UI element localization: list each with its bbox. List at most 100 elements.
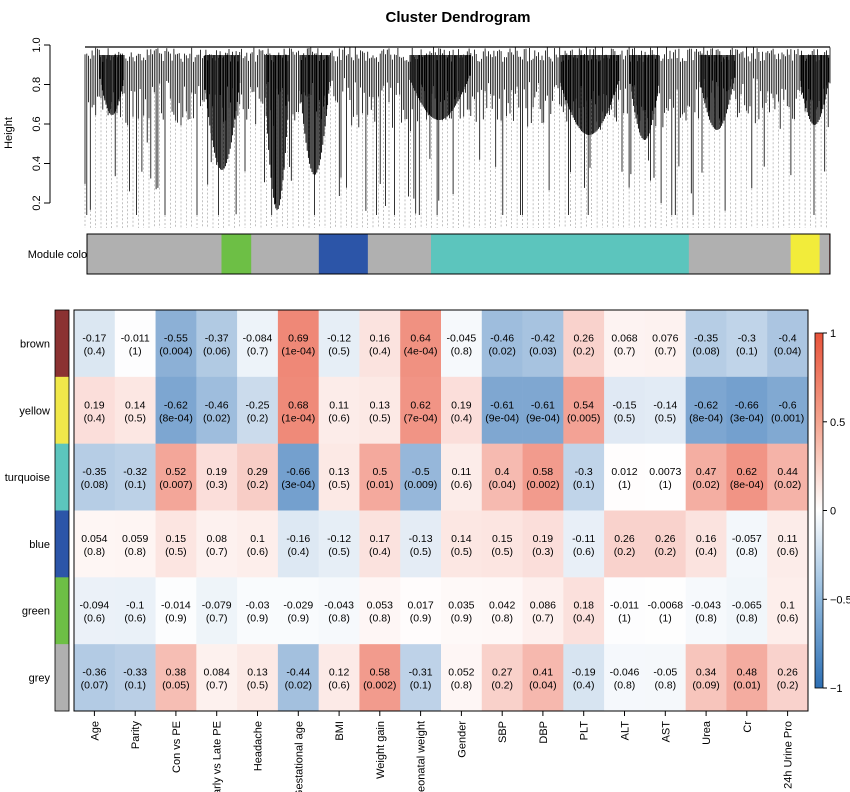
cell-pvalue: (0.9) — [288, 613, 310, 625]
row-color-swatch — [55, 443, 69, 511]
heatmap-cell — [726, 376, 768, 444]
cell-pvalue: (0.8) — [614, 680, 636, 692]
cell-pvalue: (0.005) — [567, 412, 600, 424]
heatmap-cell — [441, 577, 483, 645]
heatmap-cell — [155, 376, 197, 444]
column-label: Age — [89, 721, 101, 741]
cell-value: 0.1 — [250, 533, 265, 545]
cell-value: 0.15 — [492, 533, 513, 545]
cell-pvalue: (8e-04) — [159, 412, 193, 424]
cell-value: -0.084 — [243, 332, 273, 344]
heatmap-cell — [359, 644, 401, 712]
cell-pvalue: (0.02) — [203, 412, 230, 424]
cell-value: 0.053 — [367, 600, 393, 612]
cell-value: -0.25 — [246, 399, 270, 411]
heatmap-cell — [277, 310, 319, 378]
cell-pvalue: (0.5) — [165, 546, 187, 558]
row-label: grey — [29, 673, 51, 685]
y-tick-label: 0.4 — [31, 156, 43, 171]
heatmap-cell — [441, 310, 483, 378]
cell-pvalue: (0.1) — [124, 680, 146, 692]
cell-pvalue: (0.9) — [410, 613, 432, 625]
column-label: ALT — [620, 721, 632, 741]
cell-value: -0.32 — [123, 466, 147, 478]
cell-pvalue: (0.007) — [159, 479, 192, 491]
heatmap-cell — [277, 577, 319, 645]
cell-pvalue: (0.6) — [573, 546, 595, 558]
heatmap-cell — [196, 310, 238, 378]
cell-pvalue: (0.7) — [206, 680, 228, 692]
heatmap-cell — [155, 644, 197, 712]
module-bar-border — [86, 233, 831, 275]
cell-pvalue: (0.04) — [774, 345, 801, 357]
column-label: Gestational age — [293, 721, 305, 792]
heatmap-border — [73, 309, 809, 712]
cell-value: -0.12 — [327, 533, 351, 545]
cell-value: 0.12 — [329, 667, 350, 679]
cell-pvalue: (0.7) — [206, 546, 228, 558]
cell-value: -0.065 — [732, 600, 762, 612]
cell-pvalue: (0.5) — [369, 412, 391, 424]
cell-pvalue: (0.9) — [165, 613, 187, 625]
row-color-swatch — [55, 644, 69, 712]
row-label: brown — [20, 338, 50, 350]
cell-value: 0.27 — [492, 667, 513, 679]
cell-value: 0.11 — [452, 466, 472, 478]
heatmap-cell — [318, 577, 360, 645]
heatmap-cell — [644, 376, 686, 444]
cell-value: 0.54 — [573, 399, 594, 411]
heatmap-cell — [237, 577, 279, 645]
column-label: Cr — [742, 721, 754, 733]
cell-value: -0.61 — [531, 399, 555, 411]
cell-value: -0.15 — [613, 399, 637, 411]
cell-pvalue: (1) — [659, 479, 672, 491]
cell-pvalue: (1) — [659, 613, 672, 625]
cell-value: 0.4 — [495, 466, 510, 478]
heatmap-cell — [277, 376, 319, 444]
heatmap-cell — [237, 644, 279, 712]
heatmap-cell — [522, 644, 564, 712]
heatmap-cell — [114, 644, 156, 712]
cell-pvalue: (0.5) — [614, 412, 636, 424]
heatmap-cell — [155, 510, 197, 578]
cell-value: 0.068 — [611, 332, 637, 344]
cell-pvalue: (7e-04) — [404, 412, 438, 424]
row-label: yellow — [19, 405, 50, 417]
heatmap-cell — [563, 310, 605, 378]
cell-pvalue: (0.01) — [366, 479, 393, 491]
module-color-segment — [87, 234, 222, 274]
column-label: 24h Urine Pro — [783, 721, 795, 789]
heatmap-cell — [644, 443, 686, 511]
cell-pvalue: (0.03) — [529, 345, 556, 357]
cell-pvalue: (0.4) — [573, 613, 595, 625]
heatmap-cell — [196, 577, 238, 645]
heatmap-cell — [644, 310, 686, 378]
cell-value: -0.029 — [283, 600, 313, 612]
cell-value: 0.13 — [329, 466, 350, 478]
cell-pvalue: (0.1) — [736, 345, 758, 357]
column-label: AST — [660, 721, 672, 743]
module-color-segment — [251, 234, 320, 274]
heatmap-cell — [318, 376, 360, 444]
heatmap-cell — [196, 376, 238, 444]
cell-value: -0.33 — [123, 667, 147, 679]
heatmap-cell — [74, 376, 116, 444]
cell-pvalue: (0.02) — [774, 479, 801, 491]
cell-value: -0.094 — [80, 600, 110, 612]
heatmap-cell — [563, 376, 605, 444]
heatmap-cell — [318, 510, 360, 578]
column-label: SBP — [497, 721, 509, 743]
cell-pvalue: (0.04) — [529, 680, 556, 692]
heatmap-cell — [767, 644, 809, 712]
heatmap-cell — [563, 644, 605, 712]
heatmap-cell — [74, 644, 116, 712]
cell-pvalue: (0.7) — [206, 613, 228, 625]
heatmap-cell — [400, 510, 442, 578]
heatmap-cell — [522, 443, 564, 511]
row-label: green — [22, 606, 50, 618]
heatmap-cell — [726, 443, 768, 511]
heatmap-cell — [563, 577, 605, 645]
heatmap-cell — [726, 644, 768, 712]
row-color-swatch — [55, 510, 69, 578]
cell-pvalue: (0.7) — [655, 345, 677, 357]
